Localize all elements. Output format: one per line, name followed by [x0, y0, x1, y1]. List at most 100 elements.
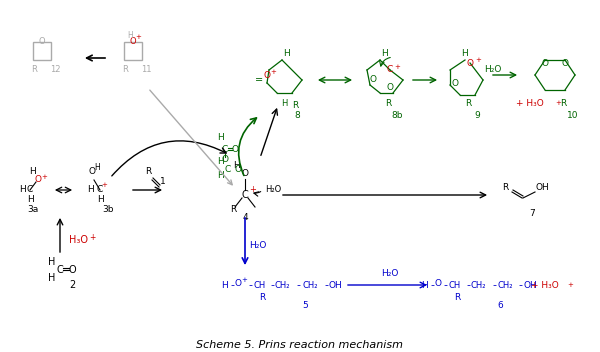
Text: R: R	[230, 206, 236, 214]
Text: H: H	[94, 163, 100, 172]
Text: CH: CH	[449, 281, 461, 289]
Text: R: R	[502, 182, 508, 191]
Text: O: O	[89, 168, 95, 176]
Text: H: H	[19, 186, 25, 195]
Text: C: C	[97, 186, 103, 195]
Text: H₂O: H₂O	[250, 240, 266, 250]
Text: H: H	[284, 49, 290, 57]
Text: R: R	[31, 65, 37, 75]
Text: C: C	[225, 165, 231, 175]
Text: C: C	[387, 65, 393, 75]
Text: +: +	[475, 57, 481, 63]
Text: O: O	[235, 165, 241, 175]
Text: H: H	[86, 186, 94, 195]
Text: C: C	[56, 265, 64, 275]
Text: C: C	[27, 186, 33, 195]
Text: O: O	[562, 58, 569, 68]
Text: O: O	[467, 58, 473, 68]
Text: 2: 2	[69, 280, 75, 290]
Text: C: C	[242, 190, 248, 200]
Text: +: +	[270, 69, 276, 75]
Text: CH₂: CH₂	[497, 281, 513, 289]
Text: O: O	[130, 38, 136, 46]
Text: + H₃O: + H₃O	[531, 281, 559, 289]
Text: +: +	[41, 174, 47, 180]
Text: O: O	[452, 78, 458, 88]
Text: 9: 9	[474, 111, 480, 119]
Text: R: R	[560, 99, 566, 107]
Text: C: C	[222, 145, 228, 155]
Text: H: H	[217, 133, 223, 143]
Text: 8b: 8b	[391, 111, 403, 119]
Text: -: -	[518, 280, 522, 290]
Text: R: R	[292, 101, 298, 109]
Text: O: O	[263, 70, 271, 80]
Text: 8: 8	[294, 111, 300, 119]
Text: 1: 1	[160, 177, 166, 187]
Text: R: R	[465, 99, 471, 107]
Text: +: +	[250, 186, 256, 195]
Text: -: -	[324, 280, 328, 290]
Text: 11: 11	[141, 65, 151, 75]
Text: OH: OH	[523, 281, 537, 289]
Text: OH: OH	[535, 182, 549, 191]
Text: +: +	[101, 182, 107, 188]
Text: -: -	[492, 280, 496, 290]
Text: -: -	[430, 280, 434, 290]
Text: 10: 10	[567, 111, 579, 119]
Text: O: O	[542, 58, 548, 68]
Text: R: R	[122, 65, 128, 75]
Text: O: O	[235, 278, 241, 288]
Text: 3b: 3b	[102, 206, 114, 214]
Text: +: +	[241, 277, 247, 283]
Text: + H₃O: + H₃O	[516, 99, 544, 107]
Text: H: H	[221, 281, 229, 289]
Text: -: -	[230, 280, 234, 290]
Text: H: H	[382, 49, 388, 57]
Text: +: +	[555, 100, 561, 106]
Text: O: O	[221, 156, 229, 164]
Text: O: O	[370, 75, 377, 84]
Text: CH₂: CH₂	[470, 281, 486, 289]
Text: CH₂: CH₂	[302, 281, 318, 289]
Text: 6: 6	[497, 301, 503, 309]
Text: +: +	[89, 233, 95, 241]
Text: H: H	[233, 161, 241, 170]
Text: -: -	[248, 280, 252, 290]
Text: H: H	[281, 99, 287, 107]
Text: H: H	[49, 257, 56, 267]
Text: Scheme 5. Prins reaction mechanism: Scheme 5. Prins reaction mechanism	[197, 340, 404, 350]
Text: H₂O: H₂O	[382, 269, 398, 277]
Text: CH₂: CH₂	[274, 281, 290, 289]
Text: O: O	[232, 145, 239, 155]
Text: +: +	[567, 282, 573, 288]
Text: O: O	[68, 265, 76, 275]
Text: H: H	[127, 31, 133, 39]
Text: H: H	[461, 49, 469, 57]
Text: O: O	[241, 169, 248, 177]
Text: H: H	[422, 281, 428, 289]
Text: 3a: 3a	[28, 206, 38, 214]
Text: H: H	[217, 170, 223, 180]
Text: R: R	[259, 293, 265, 302]
Text: 4: 4	[242, 213, 248, 221]
Text: 5: 5	[302, 301, 308, 309]
Text: H₂O: H₂O	[484, 65, 502, 75]
Text: O: O	[38, 38, 46, 46]
Text: -: -	[466, 280, 470, 290]
Text: CH: CH	[254, 281, 266, 289]
Text: H: H	[26, 195, 34, 205]
Text: H: H	[217, 157, 223, 166]
Text: -: -	[270, 280, 274, 290]
Text: H₃O: H₃O	[68, 235, 88, 245]
Text: =: =	[255, 75, 263, 85]
Text: H: H	[29, 168, 37, 176]
Text: R: R	[385, 99, 391, 107]
Text: OH: OH	[328, 281, 342, 289]
Text: +: +	[135, 34, 141, 40]
Text: +: +	[394, 64, 400, 70]
Text: R: R	[145, 168, 151, 176]
Text: H: H	[97, 195, 103, 205]
Text: O: O	[35, 176, 41, 184]
Text: O: O	[386, 82, 394, 92]
